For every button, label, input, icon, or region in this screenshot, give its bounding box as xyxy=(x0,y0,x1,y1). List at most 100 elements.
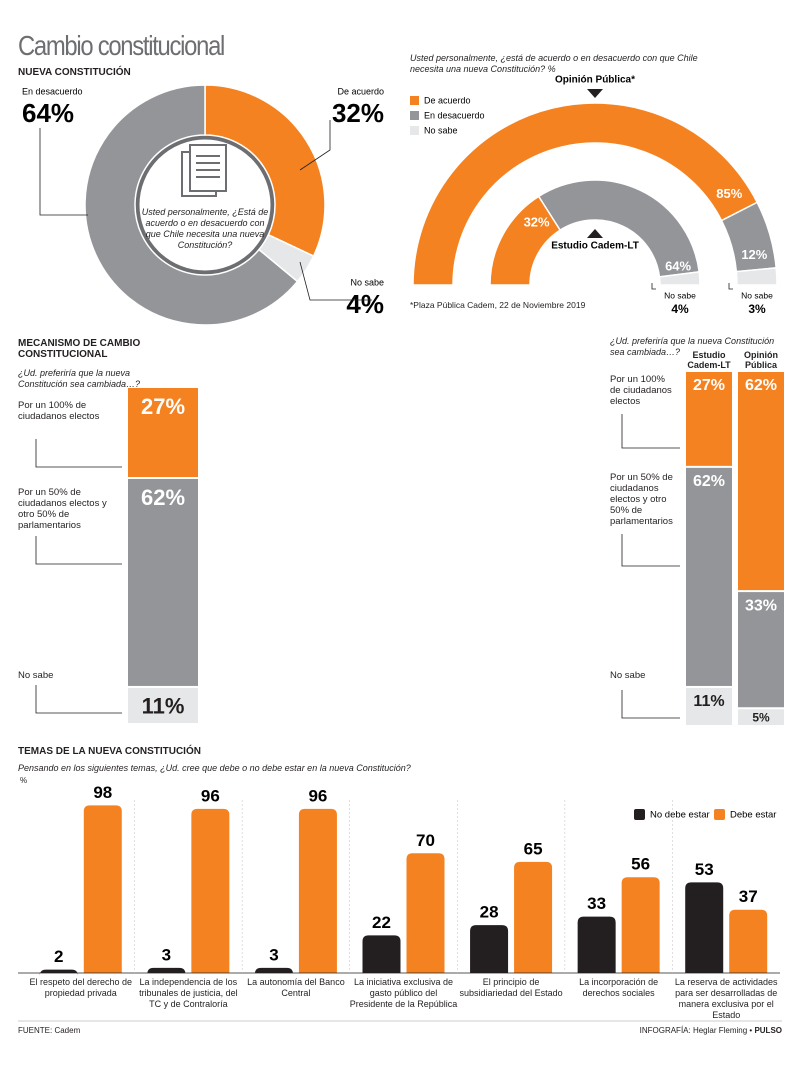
series-label: Opinión Pública* xyxy=(555,75,635,86)
source: FUENTE: Cadem xyxy=(18,1026,81,1035)
chart-subtitle: ¿Ud. preferiría que la nueva Constitució… xyxy=(610,336,775,357)
legend-swatch xyxy=(634,809,645,820)
category-label: La autonomía del Banco Central xyxy=(247,977,345,998)
bar xyxy=(191,808,230,973)
bar xyxy=(254,967,293,974)
bar-value: 3 xyxy=(269,945,278,964)
bar xyxy=(514,861,553,973)
bar xyxy=(39,969,78,976)
bar-segment xyxy=(128,388,198,477)
y-axis-label: % xyxy=(20,776,28,785)
category-label: El principio de subsidiariedad del Estad… xyxy=(459,977,563,998)
segment-value: 33% xyxy=(745,597,777,614)
leader-line xyxy=(621,690,680,719)
bar-value: 53 xyxy=(695,860,714,879)
category-label: La independencia de los tribunales de ju… xyxy=(139,977,238,1009)
arc-name: No sabe xyxy=(664,290,696,300)
arc-value: 64% xyxy=(665,258,691,273)
arc-value: 4% xyxy=(671,302,689,316)
category-label: La incorporación de derechos sociales xyxy=(579,977,659,998)
bar-segment xyxy=(128,687,198,723)
bar-value: 56 xyxy=(631,855,650,874)
arc-value: 12% xyxy=(741,247,767,262)
segment-value: 27% xyxy=(693,377,725,394)
main-title: Cambio constitucional xyxy=(18,30,225,61)
legend-label: En desacuerdo xyxy=(424,110,485,120)
bar xyxy=(83,805,122,973)
category-label: La reserva de actividades para ser desar… xyxy=(674,977,778,1020)
bar xyxy=(147,967,186,974)
legend-swatch xyxy=(410,126,419,135)
bar xyxy=(298,808,337,973)
legend-label: No debe estar xyxy=(650,810,710,821)
arc-segment xyxy=(537,179,701,278)
bar-segment xyxy=(686,687,732,725)
bar xyxy=(577,916,616,973)
chart-subtitle: ¿Ud. preferiría que la nueva Constitució… xyxy=(18,368,141,389)
bar xyxy=(621,877,660,973)
category-label: El respeto del derecho de propiedad priv… xyxy=(29,977,133,998)
center-text: Usted personalmente, ¿Está de acuerdo o … xyxy=(141,207,269,250)
slice-name: En desacuerdo xyxy=(22,86,83,96)
legend-swatch xyxy=(714,809,725,820)
arc-segment xyxy=(658,271,701,286)
legend-swatch xyxy=(410,96,419,105)
leader-line xyxy=(39,128,88,216)
chart-title: Usted personalmente, ¿está de acuerdo o … xyxy=(410,53,698,74)
leader-line xyxy=(621,534,680,567)
bar-value: 70 xyxy=(416,831,435,850)
bar xyxy=(470,925,509,973)
pointer xyxy=(587,89,603,98)
donut-slice xyxy=(204,84,326,258)
column-header: Opinión Pública xyxy=(744,350,778,370)
legend-label: No sabe xyxy=(424,125,458,135)
pointer xyxy=(587,229,603,238)
leader-line xyxy=(35,438,122,468)
segment-value: 62% xyxy=(745,377,777,394)
arc-segment xyxy=(735,267,778,286)
segment-value: 62% xyxy=(693,473,725,490)
arc-value: 85% xyxy=(716,186,742,201)
category-label: No sabe xyxy=(610,670,646,681)
bar-value: 33 xyxy=(587,894,606,913)
bar xyxy=(362,935,401,973)
segment-value: 11% xyxy=(693,693,724,710)
chart-title: NUEVA CONSTITUCIÓN xyxy=(18,67,131,78)
leader-line xyxy=(299,120,331,171)
credit-line: INFOGRAFÍA: Heglar Fleming • PULSO xyxy=(639,1026,782,1035)
leader-line xyxy=(299,261,372,301)
credit: INFOGRAFÍA: Heglar Fleming xyxy=(639,1026,748,1035)
slice-name: De acuerdo xyxy=(337,86,384,96)
bar-segment xyxy=(686,372,732,466)
column-header: Estudio Cadem-LT xyxy=(687,350,731,370)
bar-value: 3 xyxy=(162,945,171,964)
leader-line xyxy=(651,283,656,290)
segment-value: 62% xyxy=(141,485,185,510)
bar-value: 98 xyxy=(93,783,112,802)
document-icon xyxy=(181,144,227,197)
arc-value: 32% xyxy=(524,215,550,230)
bar-value: 96 xyxy=(308,786,327,805)
donut-slice xyxy=(84,84,299,326)
bar-segment xyxy=(128,478,198,686)
bar-value: 2 xyxy=(54,947,63,966)
chart-title: TEMAS DE LA NUEVA CONSTITUCIÓN xyxy=(18,746,201,757)
bar-value: 22 xyxy=(372,913,391,932)
category-label: Por un 50% de ciudadanos electos y otro … xyxy=(610,472,673,527)
legend-label: De acuerdo xyxy=(424,95,471,105)
slice-value: 4% xyxy=(346,289,384,319)
bar-segment xyxy=(738,592,784,708)
leader-line xyxy=(35,685,122,714)
bar-segment xyxy=(738,709,784,725)
legend-label: Debe estar xyxy=(730,810,776,821)
slice-value: 64% xyxy=(22,98,74,128)
chart-subtitle: Pensando en los siguientes temas, ¿Ud. c… xyxy=(18,763,411,773)
inner-ring xyxy=(134,134,276,276)
slice-name: No sabe xyxy=(350,277,384,287)
segment-value: 27% xyxy=(141,394,185,419)
segment-value: 5% xyxy=(752,710,770,724)
bar-value: 28 xyxy=(480,903,499,922)
legend-swatch xyxy=(410,111,419,120)
